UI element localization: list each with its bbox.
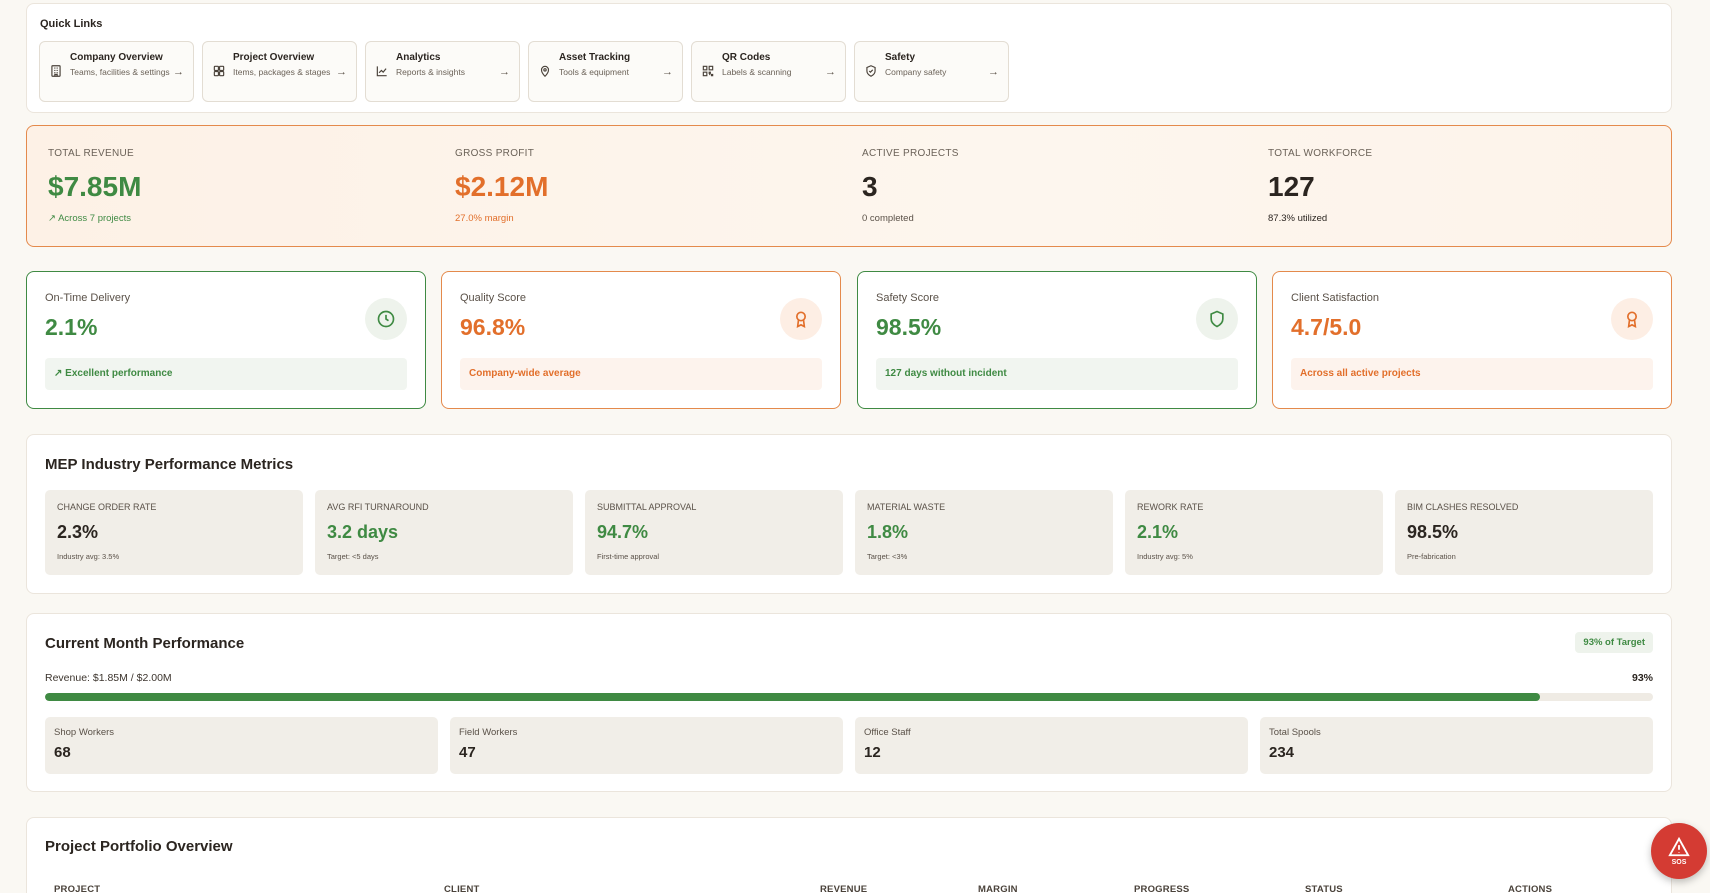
stat-field-workers: Field Workers 47: [450, 717, 843, 774]
kpi-active-projects: ACTIVE PROJECTS 3 0 completed: [862, 148, 959, 224]
column-header-project[interactable]: PROJECT: [54, 884, 101, 893]
current-month-card: Current Month Performance 93% of Target …: [26, 613, 1672, 792]
column-header-client[interactable]: CLIENT: [444, 884, 480, 893]
metric-rework-rate: REWORK RATE 2.1% Industry avg: 5%: [1125, 490, 1383, 575]
kpi-banner: TOTAL REVENUE $7.85M ↗ Across 7 projects…: [26, 125, 1672, 247]
project-portfolio-card: Project Portfolio Overview PROJECT CLIEN…: [26, 817, 1672, 893]
clock-icon: [377, 310, 395, 328]
kpi-total-workforce: TOTAL WORKFORCE 127 87.3% utilized: [1268, 148, 1373, 224]
grid-icon: [213, 65, 225, 77]
award-icon: [1627, 311, 1637, 328]
mep-metrics-title: MEP Industry Performance Metrics: [45, 456, 294, 473]
arrow-right-icon: →: [988, 66, 999, 78]
stat-office-staff: Office Staff 12: [855, 717, 1248, 774]
stat-total-spools: Total Spools 234: [1260, 717, 1653, 774]
metric-rfi-turnaround: AVG RFI TURNAROUND 3.2 days Target: <5 d…: [315, 490, 573, 575]
score-on-time-delivery: On-Time Delivery 2.1% ↗ Excellent perfor…: [26, 271, 426, 409]
column-header-revenue[interactable]: REVENUE: [820, 884, 868, 893]
kpi-total-revenue: TOTAL REVENUE $7.85M ↗ Across 7 projects: [48, 148, 142, 224]
quick-link-analytics[interactable]: Analytics Reports & insights →: [365, 41, 520, 102]
revenue-progress-label: Revenue: $1.85M / $2.00M: [45, 672, 172, 684]
metric-submittal-approval: SUBMITTAL APPROVAL 94.7% First-time appr…: [585, 490, 843, 575]
map-pin-icon: [540, 65, 550, 78]
shield-check-icon: [866, 65, 876, 77]
target-badge: 93% of Target: [1575, 632, 1653, 653]
kpi-gross-profit: GROSS PROFIT $2.12M 27.0% margin: [455, 148, 549, 224]
arrow-right-icon: →: [336, 66, 347, 78]
quick-link-company-overview[interactable]: Company Overview Teams, facilities & set…: [39, 41, 194, 102]
quick-link-qr-codes[interactable]: QR Codes Labels & scanning →: [691, 41, 846, 102]
metric-change-order-rate: CHANGE ORDER RATE 2.3% Industry avg: 3.5…: [45, 490, 303, 575]
revenue-progress-bar: [45, 693, 1653, 701]
chart-line-icon: [376, 66, 387, 77]
mep-metrics-card: MEP Industry Performance Metrics CHANGE …: [26, 434, 1672, 594]
building-icon: [51, 65, 61, 77]
stat-shop-workers: Shop Workers 68: [45, 717, 438, 774]
shield-icon: [1210, 310, 1224, 328]
alert-triangle-icon: [1668, 836, 1690, 857]
quick-link-project-overview[interactable]: Project Overview Items, packages & stage…: [202, 41, 357, 102]
arrow-right-icon: →: [825, 66, 836, 78]
column-header-status[interactable]: STATUS: [1305, 884, 1343, 893]
quick-link-asset-tracking[interactable]: Asset Tracking Tools & equipment →: [528, 41, 683, 102]
trending-up-icon: ↗: [48, 213, 56, 224]
column-header-margin[interactable]: MARGIN: [978, 884, 1018, 893]
project-portfolio-title: Project Portfolio Overview: [45, 838, 233, 855]
sos-button[interactable]: SOS: [1651, 823, 1707, 879]
column-header-actions: ACTIONS: [1508, 884, 1553, 893]
quick-link-safety[interactable]: Safety Company safety →: [854, 41, 1009, 102]
qr-code-icon: [702, 65, 714, 77]
quick-links-card: Quick Links Company Overview Teams, faci…: [26, 3, 1672, 113]
score-quality: Quality Score 96.8% Company-wide average: [441, 271, 841, 409]
score-client-satisfaction: Client Satisfaction 4.7/5.0 Across all a…: [1272, 271, 1672, 409]
metric-bim-clashes-resolved: BIM CLASHES RESOLVED 98.5% Pre-fabricati…: [1395, 490, 1653, 575]
arrow-right-icon: →: [499, 66, 510, 78]
revenue-progress-fill: [45, 693, 1541, 701]
revenue-progress-percent: 93%: [1631, 672, 1653, 684]
trending-up-icon: ↗: [54, 368, 63, 379]
column-header-progress[interactable]: PROGRESS: [1134, 884, 1190, 893]
metric-material-waste: MATERIAL WASTE 1.8% Target: <3%: [855, 490, 1113, 575]
arrow-right-icon: →: [173, 66, 184, 78]
arrow-right-icon: →: [662, 66, 673, 78]
award-icon: [796, 311, 806, 328]
current-month-title: Current Month Performance: [45, 635, 245, 652]
quick-links-title: Quick Links: [40, 18, 103, 30]
score-safety: Safety Score 98.5% 127 days without inci…: [857, 271, 1257, 409]
